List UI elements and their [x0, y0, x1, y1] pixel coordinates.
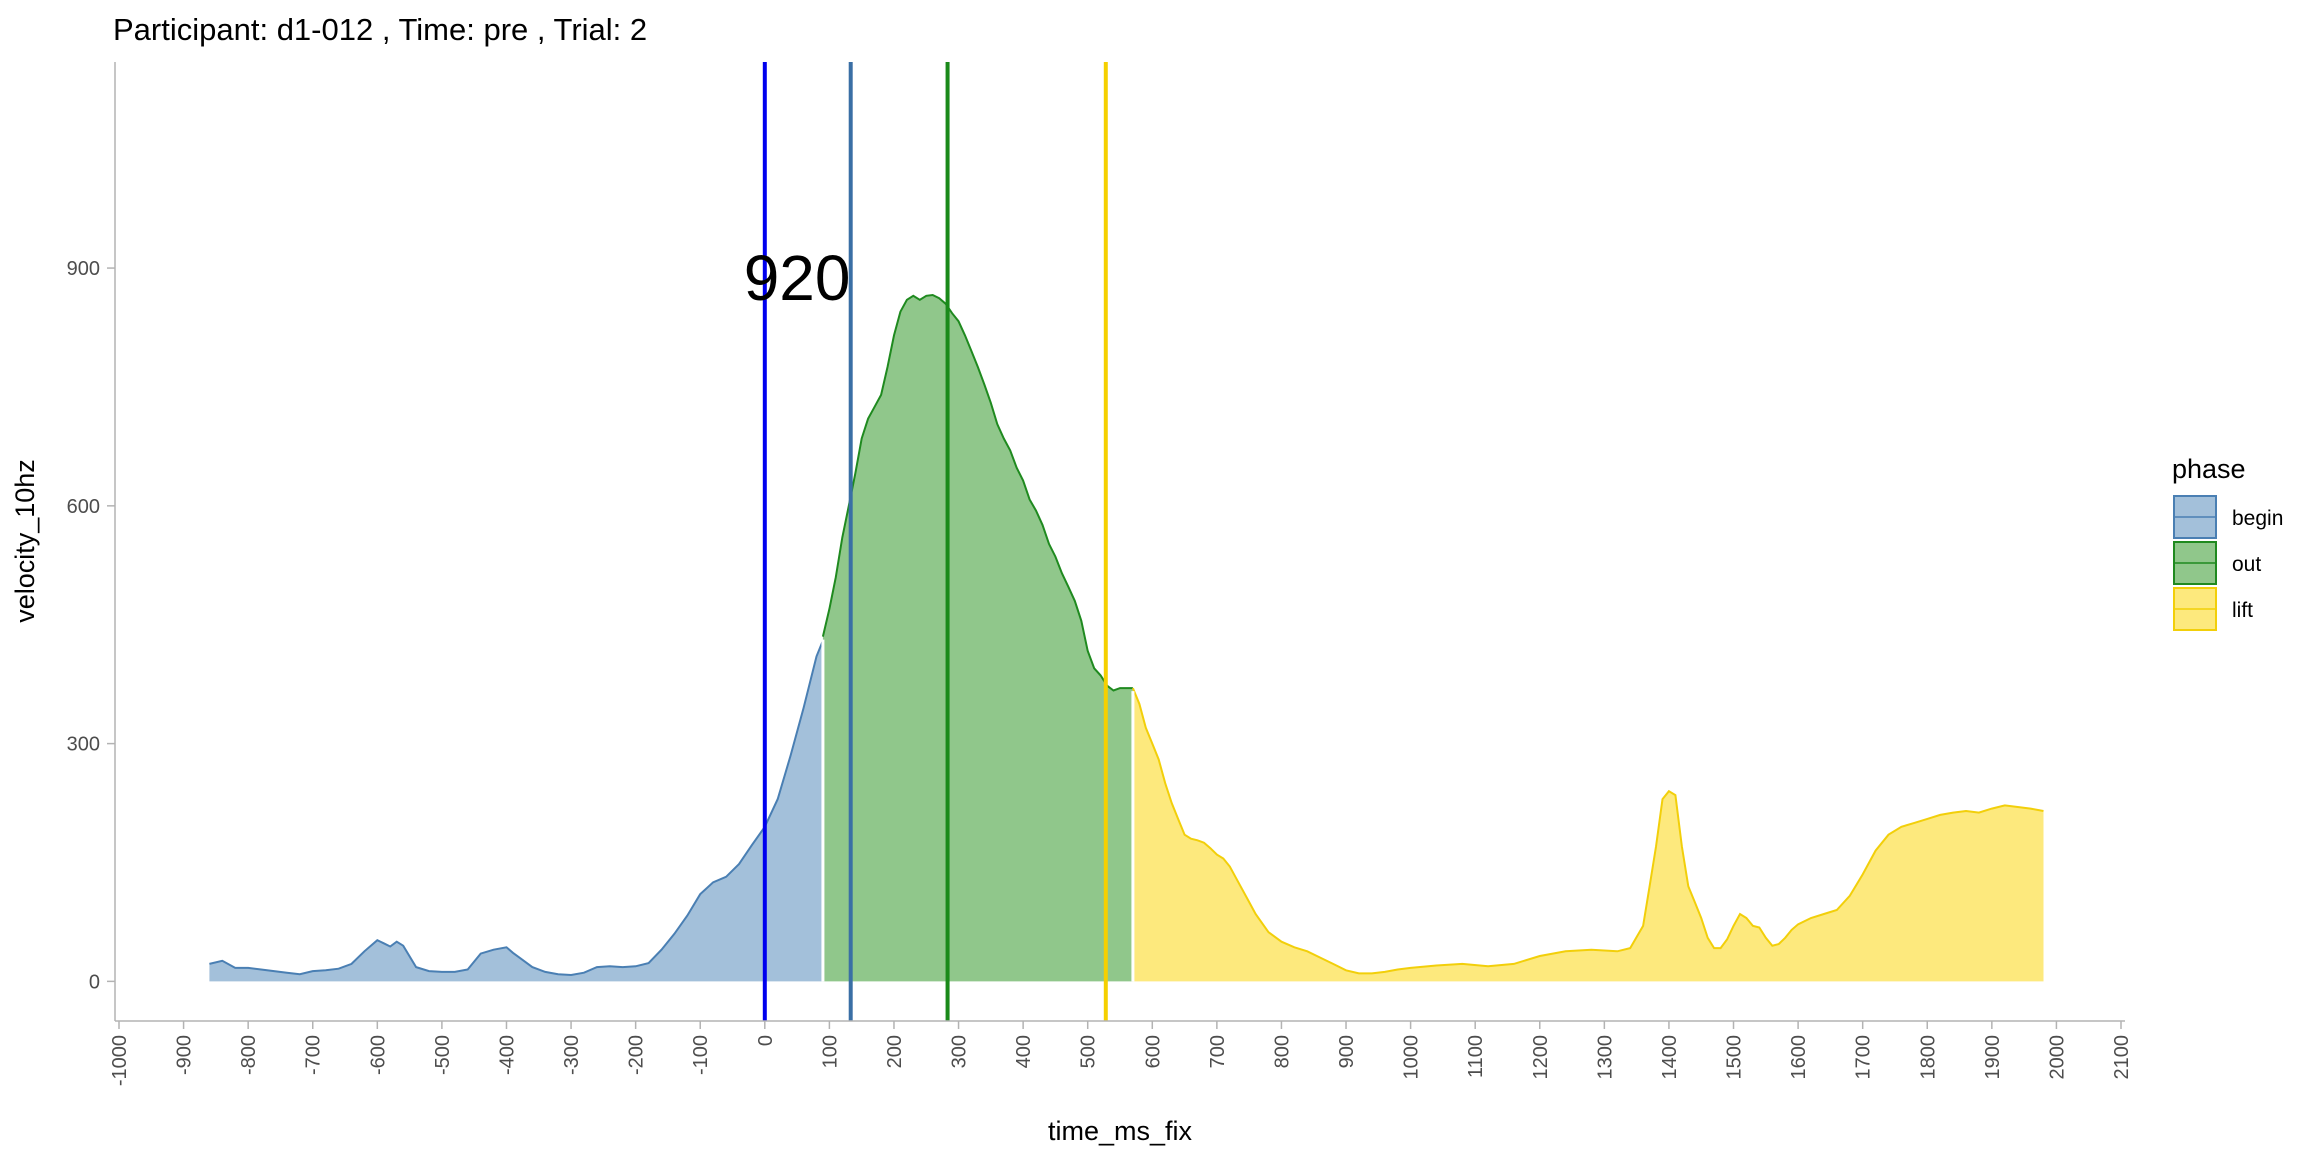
area-out	[822, 295, 1133, 982]
axes	[114, 62, 2125, 1022]
x-tick-label: 1100	[1465, 1035, 1487, 1078]
x-tick-label: 1700	[1853, 1035, 1875, 1080]
y-axis-title: velocity_10hz	[10, 459, 40, 623]
annotations: 920	[744, 242, 851, 314]
x-tick-label: 1600	[1788, 1035, 1810, 1080]
x-tick-label: 1400	[1659, 1035, 1681, 1080]
area-outline-lift	[1131, 687, 2044, 975]
x-tick-label: 700	[1207, 1035, 1229, 1068]
x-tick-label: -200	[626, 1035, 648, 1075]
area-begin	[209, 640, 823, 982]
area-outline-begin	[209, 640, 824, 977]
x-ticks: -1000 -900 -800 -700 -600 -500 -400 -300 -200 -10…	[109, 1021, 2133, 1086]
x-tick-label: 1300	[1594, 1035, 1616, 1080]
y-tick-label: 900	[67, 258, 100, 280]
legend: phase begin out lift	[2172, 454, 2283, 631]
x-tick-label: -600	[367, 1035, 389, 1075]
x-tick-label: -100	[690, 1035, 712, 1075]
y-tick-label: 0	[89, 971, 100, 993]
vertical-lines	[762, 62, 1108, 1021]
x-tick-label: 1900	[1982, 1035, 2004, 1080]
x-tick-label: -300	[561, 1035, 583, 1075]
y-tick-label: 600	[67, 496, 100, 518]
x-tick-label: 400	[1013, 1035, 1035, 1068]
legend-title: phase	[2172, 454, 2246, 484]
area-outline-out	[821, 293, 1133, 692]
x-tick-label: 800	[1271, 1035, 1293, 1068]
x-tick-label: -900	[174, 1035, 196, 1075]
x-tick-label: -400	[496, 1035, 518, 1075]
x-tick-label: -500	[432, 1035, 454, 1075]
x-tick-label: -700	[303, 1035, 325, 1075]
x-tick-label: 1000	[1401, 1035, 1423, 1080]
x-tick-label: 1200	[1530, 1035, 1552, 1080]
x-tick-label: 2100	[2111, 1035, 2133, 1080]
x-tick-label: 200	[884, 1035, 906, 1068]
legend-label-begin: begin	[2232, 507, 2283, 530]
x-tick-label: 100	[819, 1035, 841, 1068]
legend-label-lift: lift	[2232, 599, 2253, 622]
x-tick-label: -1000	[109, 1035, 131, 1086]
y-ticks: 0 300 600 900	[67, 258, 115, 993]
chart-title: Participant: d1-012 , Time: pre , Trial:…	[113, 12, 647, 47]
x-axis-title: time_ms_fix	[1048, 1116, 1193, 1146]
area-lift	[1132, 688, 2044, 982]
x-tick-label: 1800	[1917, 1035, 1939, 1080]
x-tick-label: -800	[238, 1035, 260, 1075]
legend-items: begin out lift	[2173, 495, 2283, 631]
x-tick-label: 2000	[2046, 1035, 2068, 1080]
area-layer	[209, 293, 2044, 982]
y-tick-label: 300	[67, 734, 100, 756]
annotation-label: 920	[744, 242, 851, 314]
x-tick-label: 0	[755, 1035, 777, 1046]
x-tick-label: 300	[949, 1035, 971, 1068]
x-tick-label: 500	[1078, 1035, 1100, 1068]
x-tick-label: 600	[1142, 1035, 1164, 1068]
x-tick-label: 900	[1336, 1035, 1358, 1068]
legend-label-out: out	[2232, 553, 2261, 576]
x-tick-label: 1500	[1724, 1035, 1746, 1080]
